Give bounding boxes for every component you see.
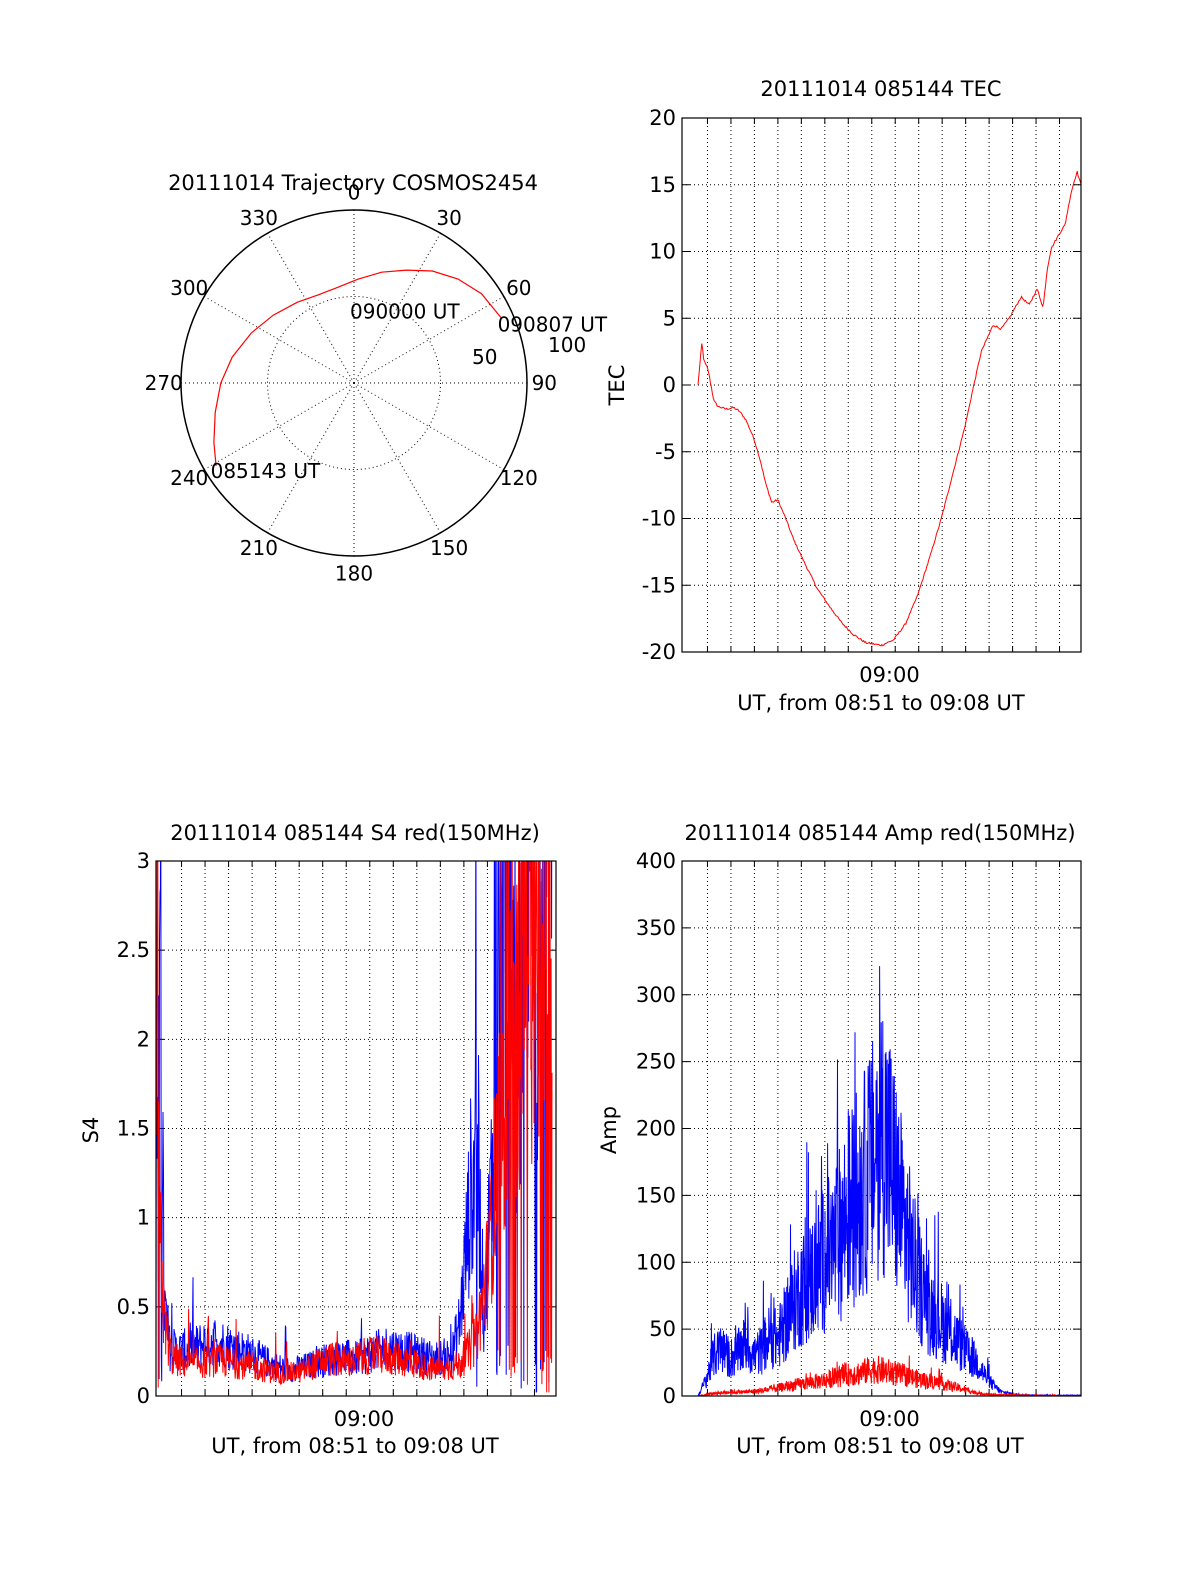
- polar-spoke: [353, 382, 505, 470]
- polar-trajectory-series: [213, 269, 502, 466]
- tec-ytick-label: -5: [655, 440, 676, 464]
- polar-radial-label: 50: [472, 345, 497, 369]
- polar-spoke: [267, 382, 355, 534]
- polar-spoke: [353, 232, 441, 384]
- s4-ytick-label: 2.5: [117, 938, 150, 962]
- s4-xlabel: UT, from 08:51 to 09:08 UT: [211, 1434, 499, 1458]
- amp-ytick-label: 200: [636, 1117, 676, 1141]
- amp-title: 20111014 085144 Amp red(150MHz): [684, 821, 1075, 845]
- tec-grid: -20 -15 -10 -5 0 5 10 15 20 09:00: [642, 106, 1081, 687]
- polar-azimuth-label: 90: [532, 371, 557, 395]
- tec-ytick-label: -15: [642, 573, 676, 597]
- polar-azimuth-label: 120: [500, 466, 538, 490]
- polar-inner-circle: [267, 296, 441, 470]
- polar-azimuth-label: 0: [348, 181, 361, 205]
- amp-grid: 0 50 100 150 200 250 300 350 400 09:00: [636, 849, 1081, 1431]
- s4-series-red-line: [156, 861, 553, 1393]
- s4-ytick-label: 0.5: [117, 1295, 150, 1319]
- tec-ytick-label: -10: [642, 507, 676, 531]
- tec-ytick-label: 5: [663, 306, 676, 330]
- polar-radial-label: 100: [548, 333, 586, 357]
- polar-azimuth-label: 60: [506, 276, 531, 300]
- tec-ylabel: TEC: [605, 365, 629, 407]
- polar-azimuth-label: 150: [430, 536, 468, 560]
- amp-ytick-label: 250: [636, 1050, 676, 1074]
- amp-xlabel: UT, from 08:51 to 09:08 UT: [736, 1434, 1024, 1458]
- polar-annotation: 090000 UT: [350, 299, 460, 323]
- amp-ytick-label: 400: [636, 849, 676, 873]
- tec-series-red-line: [697, 170, 1081, 647]
- s4-grid: 0 0.5 1 1.5 2 2.5 3 09:00: [117, 849, 556, 1431]
- polar-spoke: [353, 382, 441, 534]
- tec-ytick-label: 0: [663, 373, 676, 397]
- amp-chart: 20111014 085144 Amp red(150MHz) 0 50 100 15…: [597, 821, 1082, 1458]
- amp-ytick-label: 0: [663, 1384, 676, 1408]
- amp-series-group: [697, 966, 1081, 1396]
- amp-ytick-label: 100: [636, 1250, 676, 1274]
- polar-annotations: 090807 UT 090000 UT 085143 UT: [211, 299, 608, 483]
- s4-ytick-label: 1.5: [117, 1117, 150, 1141]
- s4-chart: 20111014 085144 S4 red(150MHz) 0 0.5 1 1.5 2…: [79, 821, 557, 1458]
- amp-series-blue-line: [697, 966, 1081, 1396]
- tec-ytick-label: -20: [642, 640, 676, 664]
- polar-grid: [180, 209, 528, 557]
- polar-spoke: [267, 232, 355, 384]
- polar-spoke: [353, 296, 505, 384]
- s4-xtick-label: 09:00: [334, 1407, 395, 1431]
- tec-plot-frame: [681, 117, 1082, 653]
- s4-ytick-label: 3: [137, 849, 150, 873]
- tec-chart: 20111014 085144 TEC -20 -15 -10 -5 0 5 10 15 20 0…: [605, 77, 1082, 715]
- amp-plot-frame: [681, 860, 1082, 1397]
- trajectory-polar-plot: 20111014 Trajectory COSMOS2454 0 30 60 90 12…: [145, 171, 608, 585]
- polar-azimuth-label: 210: [240, 536, 278, 560]
- amp-ytick-label: 150: [636, 1183, 676, 1207]
- amp-ylabel: Amp: [597, 1106, 621, 1154]
- s4-ytick-label: 2: [137, 1027, 150, 1051]
- amp-ytick-label: 350: [636, 916, 676, 940]
- amp-ytick-label: 50: [649, 1317, 676, 1341]
- amp-ytick-label: 300: [636, 983, 676, 1007]
- polar-azimuth-label: 270: [145, 371, 183, 395]
- s4-ytick-label: 1: [137, 1206, 150, 1230]
- polar-trajectory-line: [213, 269, 502, 466]
- tec-series-group: [697, 170, 1081, 647]
- amp-xtick-label: 09:00: [859, 1407, 920, 1431]
- tec-ytick-label: 20: [649, 106, 676, 130]
- polar-azimuth-label: 30: [436, 206, 461, 230]
- tec-title: 20111014 085144 TEC: [760, 77, 1001, 101]
- s4-ytick-label: 0: [137, 1384, 150, 1408]
- polar-spoke: [203, 296, 355, 384]
- s4-plot-frame: [155, 860, 557, 1397]
- polar-annotation: 090807 UT: [498, 312, 608, 336]
- polar-annotation: 085143 UT: [211, 459, 321, 483]
- s4-title: 20111014 085144 S4 red(150MHz): [170, 821, 540, 845]
- polar-azimuth-label: 240: [170, 466, 208, 490]
- tec-xtick-label: 09:00: [859, 663, 920, 687]
- polar-azimuth-label: 330: [240, 206, 278, 230]
- tec-xlabel: UT, from 08:51 to 09:08 UT: [737, 691, 1025, 715]
- polar-azimuth-labels: 0 30 60 90 120 150 180 210 240 270 300 330 50 100: [145, 181, 587, 586]
- s4-ylabel: S4: [79, 1117, 103, 1144]
- polar-azimuth-label: 300: [170, 276, 208, 300]
- polar-azimuth-label: 180: [335, 561, 373, 585]
- s4-series-group: [156, 861, 553, 1393]
- tec-ytick-label: 15: [649, 173, 676, 197]
- trajectory-title: 20111014 Trajectory COSMOS2454: [168, 171, 538, 195]
- tec-ytick-label: 10: [649, 240, 676, 264]
- polar-spoke: [203, 382, 355, 470]
